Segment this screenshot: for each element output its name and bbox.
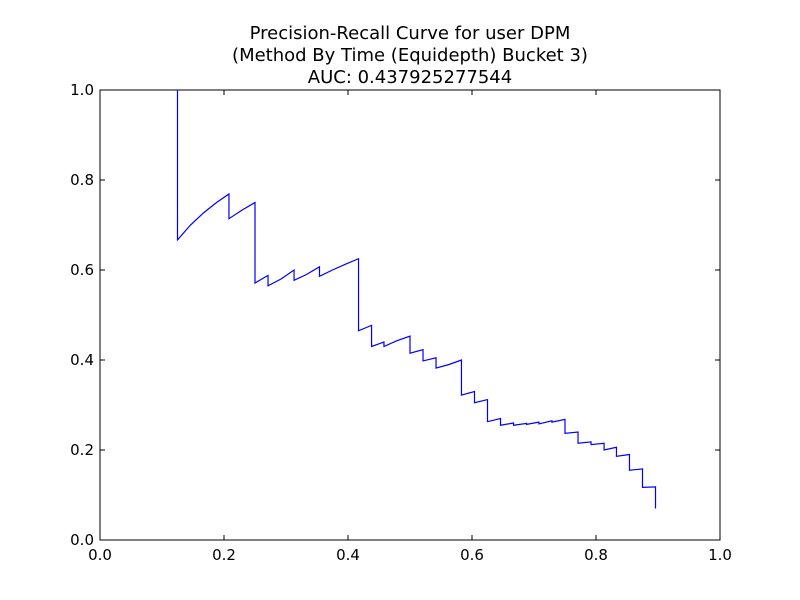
x-tick-label: 1.0 [708,546,732,564]
y-tick-label: 0.0 [70,531,94,549]
y-tick-label: 0.6 [70,261,94,279]
plot-frame [99,89,721,541]
x-tick-label: 0.2 [212,546,236,564]
y-tick-label: 1.0 [70,81,94,99]
chart-title-line: Precision-Recall Curve for user DPM [250,23,571,44]
chart-title-line: AUC: 0.437925277544 [308,67,512,88]
chart-title: Precision-Recall Curve for user DPM(Meth… [232,23,588,88]
x-tick-label: 0.8 [584,546,608,564]
x-tick-label: 0.4 [336,546,360,564]
y-axis: 0.0 0.2 0.4 0.6 0.8 1.0 [70,81,720,549]
x-tick-label: 0.0 [88,546,112,564]
y-tick-label: 0.8 [70,171,94,189]
series-line-0 [176,90,657,509]
plot-area [99,89,721,541]
x-axis: 0.0 0.2 0.4 0.6 0.8 1.0 [88,90,732,564]
chart-title-line: (Method By Time (Equidepth) Bucket 3) [232,45,588,66]
y-tick-label: 0.4 [70,351,94,369]
x-tick-label: 0.6 [460,546,484,564]
y-tick-label: 0.2 [70,441,94,459]
